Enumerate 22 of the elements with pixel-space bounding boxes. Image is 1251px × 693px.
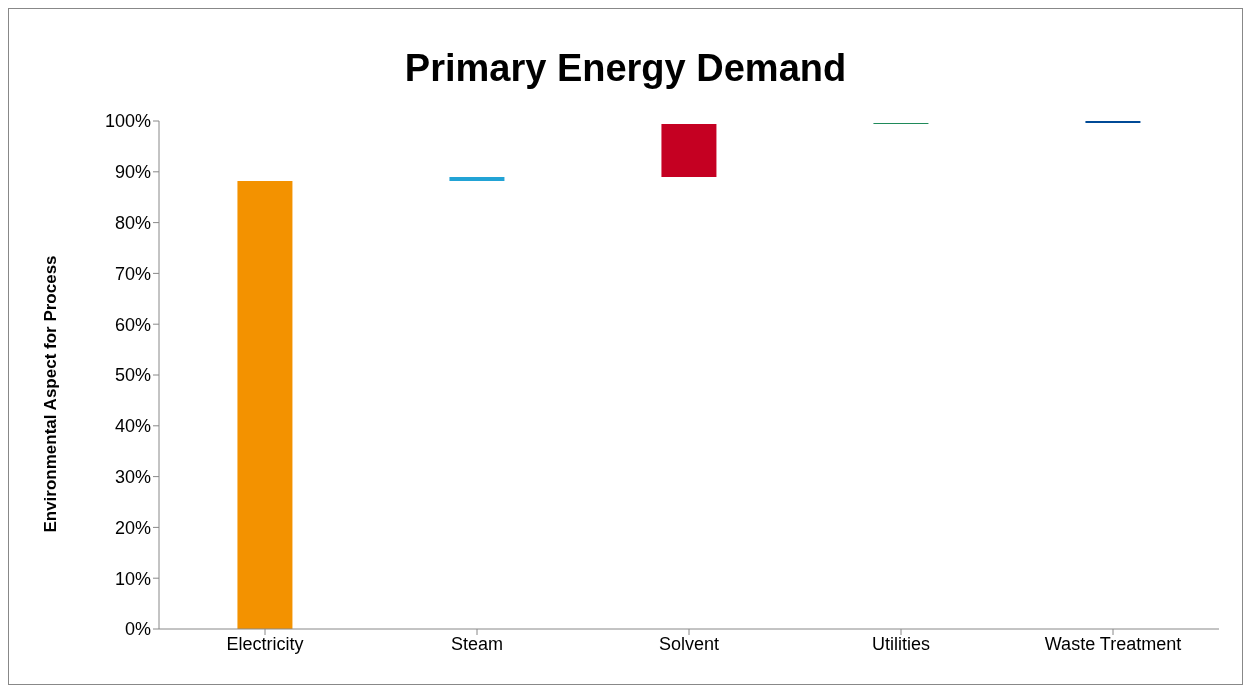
x-tick-label: Electricity: [226, 633, 304, 654]
y-tick-label: 90%: [114, 162, 151, 183]
x-tick-label: Waste Treatment: [1044, 633, 1182, 654]
x-tick-label: Steam: [450, 633, 504, 654]
y-tick-label: 100%: [104, 111, 151, 132]
y-tick-label: 40%: [114, 416, 151, 437]
y-tick-label: 80%: [114, 212, 151, 233]
bar: [661, 124, 717, 177]
y-tick-label: 0%: [124, 619, 151, 640]
y-tick-label: 20%: [114, 517, 151, 538]
y-tick-label: 70%: [114, 263, 151, 284]
y-tick-label: 10%: [114, 568, 151, 589]
x-tick-label: Utilities: [871, 633, 931, 654]
bar: [449, 176, 505, 181]
chart-title: Primary Energy Demand: [403, 47, 848, 90]
y-tick-label: 30%: [114, 466, 151, 487]
y-tick-label: 50%: [114, 365, 151, 386]
bar: [237, 180, 293, 629]
y-tick-label: 60%: [114, 314, 151, 335]
y-axis-title: Environmental Aspect for Process: [41, 255, 61, 533]
bar: [1085, 121, 1141, 124]
x-tick-label: Solvent: [658, 633, 720, 654]
